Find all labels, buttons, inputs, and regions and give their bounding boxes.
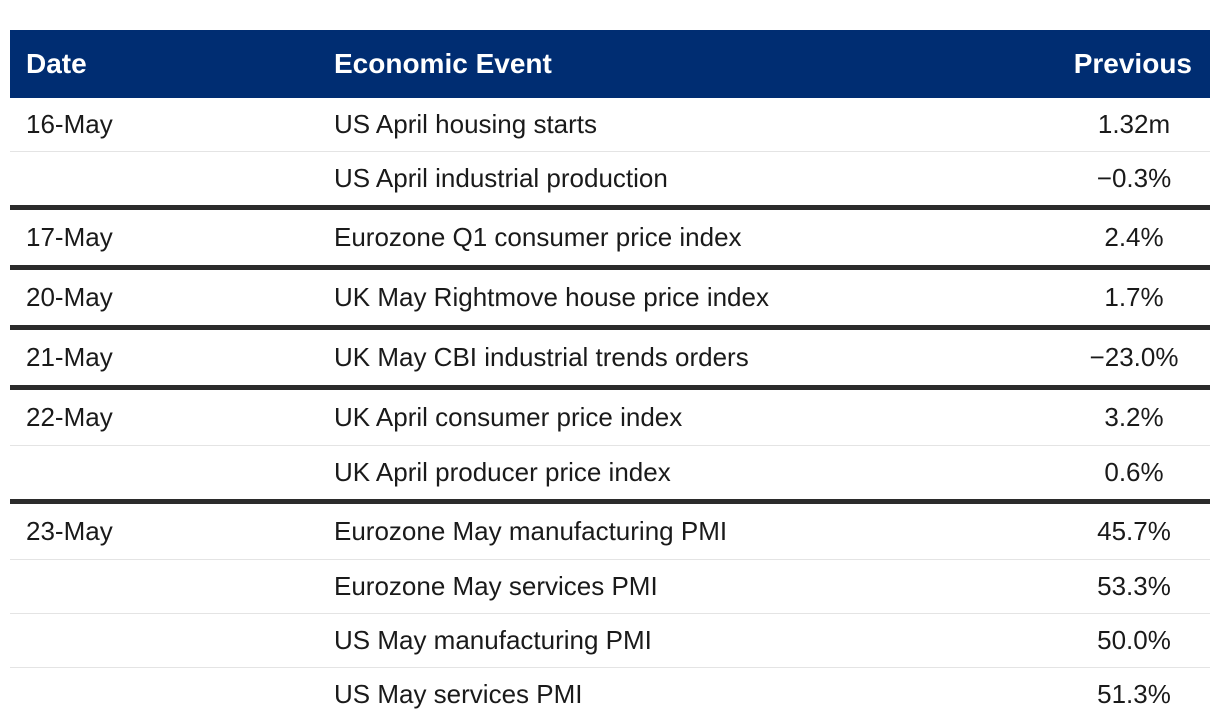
row-date: 21-May bbox=[26, 342, 113, 372]
row-previous: 45.7% bbox=[1097, 516, 1171, 546]
row-date: 20-May bbox=[26, 282, 113, 312]
row-event: Eurozone May services PMI bbox=[334, 571, 658, 601]
row-event: UK April consumer price index bbox=[334, 402, 683, 432]
row-event: UK April producer price index bbox=[334, 457, 671, 487]
row-event: US April housing starts bbox=[334, 109, 598, 139]
header-previous: Previous bbox=[1073, 48, 1192, 79]
table-row: 23-May Eurozone May manufacturing PMI 45… bbox=[10, 499, 1210, 559]
row-previous: 51.3% bbox=[1097, 679, 1171, 709]
table-header: Date Economic Event Previous bbox=[10, 30, 1210, 98]
row-previous: 0.6% bbox=[1104, 457, 1164, 487]
row-date: 17-May bbox=[26, 222, 113, 252]
header-economic-event: Economic Event bbox=[334, 48, 552, 79]
row-previous: 50.0% bbox=[1097, 625, 1171, 655]
row-previous: 2.4% bbox=[1104, 222, 1164, 252]
row-event: US May services PMI bbox=[334, 679, 583, 709]
row-date: 22-May bbox=[26, 402, 113, 432]
table-row: Eurozone May services PMI 53.3% bbox=[10, 559, 1210, 613]
table-row: 17-May Eurozone Q1 consumer price index … bbox=[10, 205, 1210, 265]
row-previous: 3.2% bbox=[1104, 402, 1164, 432]
economic-calendar-table: Date Economic Event Previous 16-May US A… bbox=[10, 30, 1210, 721]
table-row: 21-May UK May CBI industrial trends orde… bbox=[10, 325, 1210, 385]
row-previous: −23.0% bbox=[1089, 342, 1179, 372]
row-event: US April industrial production bbox=[334, 163, 668, 193]
row-previous: 1.7% bbox=[1104, 282, 1164, 312]
row-event: UK May CBI industrial trends orders bbox=[334, 342, 749, 372]
header-date: Date bbox=[26, 48, 87, 79]
row-previous: 53.3% bbox=[1097, 571, 1171, 601]
table-row: US May manufacturing PMI 50.0% bbox=[10, 613, 1210, 667]
row-event: US May manufacturing PMI bbox=[334, 625, 652, 655]
row-event: UK May Rightmove house price index bbox=[334, 282, 769, 312]
row-event: Eurozone Q1 consumer price index bbox=[334, 222, 742, 252]
row-date: 16-May bbox=[26, 109, 113, 139]
table-row: 20-May UK May Rightmove house price inde… bbox=[10, 265, 1210, 325]
row-event: Eurozone May manufacturing PMI bbox=[334, 516, 728, 546]
row-date: 23-May bbox=[26, 516, 113, 546]
table-row: US May services PMI 51.3% bbox=[10, 667, 1210, 721]
row-previous: 1.32m bbox=[1097, 109, 1171, 139]
table-row: UK April producer price index 0.6% bbox=[10, 445, 1210, 499]
table-row: 22-May UK April consumer price index 3.2… bbox=[10, 385, 1210, 445]
row-previous: −0.3% bbox=[1096, 163, 1172, 193]
table-row: US April industrial production −0.3% bbox=[10, 151, 1210, 205]
table-row: 16-May US April housing starts 1.32m bbox=[10, 98, 1210, 151]
